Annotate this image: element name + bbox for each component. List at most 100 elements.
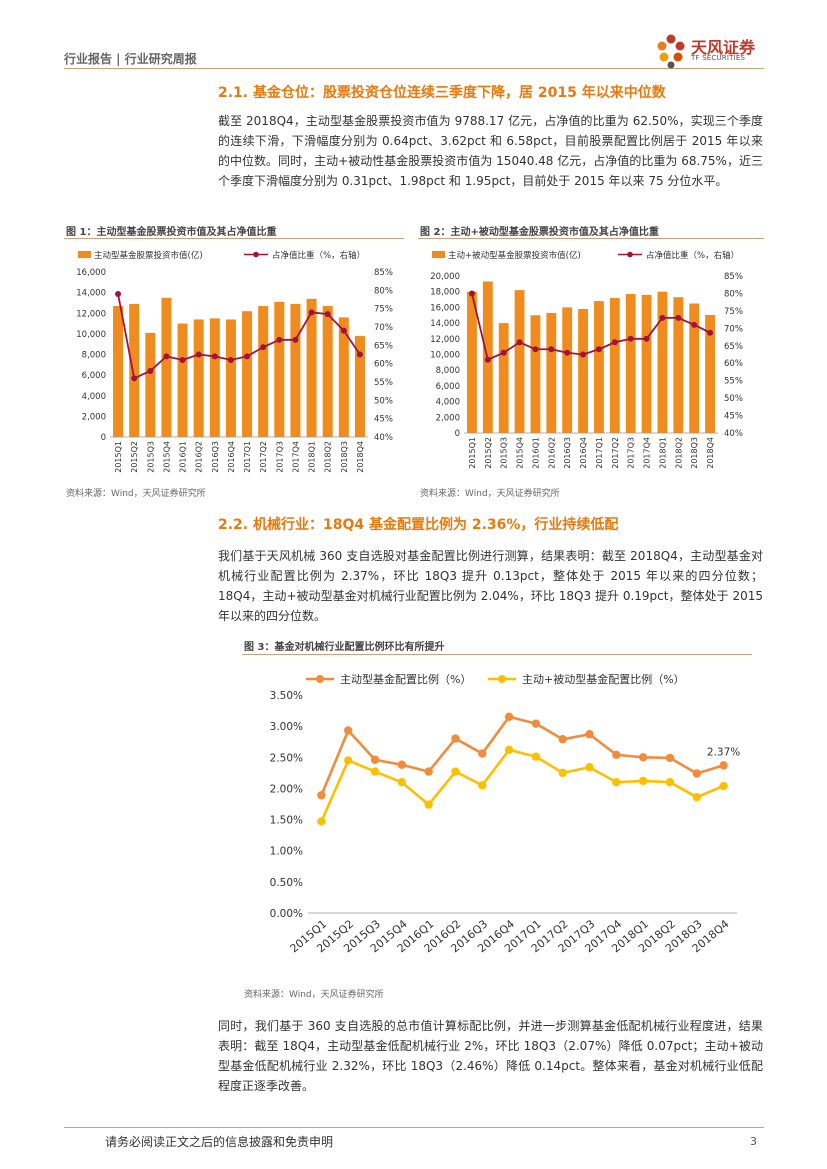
x-tick-label: 2016Q3 — [211, 441, 220, 473]
y-left-tick-label: 10,000 — [430, 351, 460, 361]
series-point — [370, 767, 380, 776]
ratio-point — [227, 357, 234, 363]
x-tick-label: 2017Q4 — [643, 437, 652, 469]
section-2-2-paragraph: 我们基于天风机械 360 支自选股对基金配置比例进行测算，结果表明：截至 201… — [218, 549, 763, 623]
legend-line-marker — [627, 251, 633, 258]
y-right-tick-label: 50% — [724, 394, 743, 404]
series-point — [719, 761, 728, 770]
ratio-point — [308, 309, 315, 316]
series-point — [397, 760, 407, 769]
y-right-tick-label: 75% — [724, 307, 743, 317]
section-2-1-paragraph: 截至 2018Q4，主动型基金股票投资市值为 9788.17 亿元，占净值的比重… — [218, 114, 763, 188]
figure-1-caption-divider — [64, 238, 404, 239]
series-point — [478, 781, 487, 790]
section-title-2-2: 2.2. 机械行业：18Q4 基金配置比例为 2.36%，行业持续低配 — [218, 517, 619, 533]
figure-2-caption: 图 2：主动+被动型基金股票投资市值及其占净值比重 — [420, 227, 659, 238]
series-point — [424, 767, 433, 776]
section-title-2-1: 2.1. 基金仓位：股票投资仓位连续三季度下降，居 2015 年以来中位数 — [218, 85, 666, 101]
ratio-point — [484, 356, 491, 363]
y-right-tick-label: 60% — [374, 360, 393, 370]
series-point — [665, 778, 675, 787]
ratio-point — [611, 339, 618, 346]
ratio-point — [627, 335, 634, 342]
figure-2-source: 资料来源：Wind，天风证券研究所 — [420, 489, 560, 499]
y-tick-label: 3.50% — [270, 690, 303, 702]
y-right-tick-label: 85% — [374, 268, 393, 278]
ratio-point — [580, 351, 587, 358]
bar — [193, 319, 204, 437]
y-right-tick-label: 45% — [724, 412, 743, 422]
ratio-point — [179, 357, 186, 363]
series-point — [692, 769, 701, 778]
x-tick-label: 2017Q4 — [291, 441, 300, 473]
series-point — [638, 776, 648, 786]
y-left-tick-label: 12,000 — [430, 335, 460, 345]
series-point — [692, 792, 701, 802]
x-tick-label: 2017Q2 — [259, 441, 268, 473]
ratio-point — [595, 346, 602, 353]
y-tick-label: 2.50% — [270, 752, 303, 764]
bar — [258, 306, 269, 437]
ratio-point — [147, 368, 154, 374]
footer-disclaimer: 请务必阅读正文之后的信息披露和免责申明 — [105, 1135, 334, 1149]
x-tick-label: 2018Q4 — [356, 441, 365, 473]
x-tick-label: 2018Q3 — [340, 441, 349, 473]
y-left-tick-label: 16,000 — [76, 268, 106, 278]
brand-name: 天风证券 — [691, 38, 756, 57]
ratio-point — [468, 290, 475, 297]
y-left-tick-label: 20,000 — [430, 272, 460, 282]
y-left-tick-label: 14,000 — [76, 289, 106, 299]
ratio-series-line — [471, 293, 711, 361]
bar — [562, 307, 573, 433]
y-left-tick-label: 6,000 — [82, 371, 106, 381]
x-tick-label: 2018Q2 — [674, 437, 683, 469]
legend-bar-label: 主动+被动型基金股票投资市值(亿) — [448, 250, 581, 261]
x-tick-label: 2015Q4 — [516, 437, 525, 469]
bar — [306, 298, 317, 437]
bar — [546, 312, 557, 433]
series-point — [478, 749, 487, 758]
ratio-point — [500, 349, 507, 356]
ratio-point — [292, 336, 299, 343]
y-left-tick-label: 18,000 — [430, 288, 460, 298]
ratio-point — [356, 351, 363, 358]
series-point — [504, 745, 514, 755]
y-left-tick-label: 2,000 — [82, 412, 106, 422]
series-point — [451, 767, 460, 776]
y-right-tick-label: 80% — [374, 286, 393, 296]
x-tick-label: 2018Q3 — [690, 437, 699, 469]
y-left-tick-label: 0 — [455, 429, 460, 439]
conclusion-paragraph: 同时，我们基于 360 支自选股的总市值计算标配比例，并进一步测算基金低配机械行… — [218, 1019, 763, 1093]
y-right-tick-label: 70% — [724, 324, 743, 334]
figure-3-source: 资料来源：Wind，天风证券研究所 — [244, 990, 384, 1000]
x-tick-label: 2015Q3 — [500, 437, 509, 469]
y-right-tick-label: 85% — [724, 272, 743, 282]
y-tick-label: 1.50% — [270, 815, 303, 827]
x-tick-label: 2018Q4 — [706, 437, 715, 469]
bar — [113, 306, 124, 437]
legend-bar-label: 主动型基金股票投资市值(亿) — [94, 250, 203, 261]
y-left-tick-label: 8,000 — [82, 351, 106, 361]
ratio-point — [643, 335, 650, 342]
y-left-tick-label: 16,000 — [430, 303, 460, 313]
figure-3-caption: 图 3：基金对机械行业配置比例环比有所提升 — [244, 642, 445, 653]
series-point — [585, 763, 594, 772]
figure-2-caption-divider — [418, 238, 764, 239]
series-point — [344, 756, 353, 765]
x-tick-label: 2016Q1 — [179, 441, 188, 473]
x-tick-label: 2015Q2 — [484, 437, 493, 469]
x-tick-label: 2017Q3 — [627, 437, 636, 469]
y-right-tick-label: 55% — [374, 378, 393, 388]
y-tick-label: 0.00% — [270, 908, 303, 920]
bar — [161, 297, 172, 437]
x-tick-label: 2016Q2 — [547, 437, 556, 469]
bar — [242, 311, 253, 437]
series-point — [531, 752, 541, 761]
figure-1-caption: 图 1：主动型基金股票投资市值及其占净值比重 — [66, 227, 277, 238]
ratio-point — [691, 321, 698, 328]
ratio-point — [276, 336, 283, 343]
figure-3-caption-divider — [242, 654, 752, 655]
x-tick-label: 2016Q3 — [563, 437, 572, 469]
figure-3-chart: 主动型基金配置比例（%） 主动+被动型基金配置比例（%） 0.00% 0.50% 1.0… — [270, 672, 741, 955]
y-left-tick-label: 4,000 — [82, 392, 106, 402]
